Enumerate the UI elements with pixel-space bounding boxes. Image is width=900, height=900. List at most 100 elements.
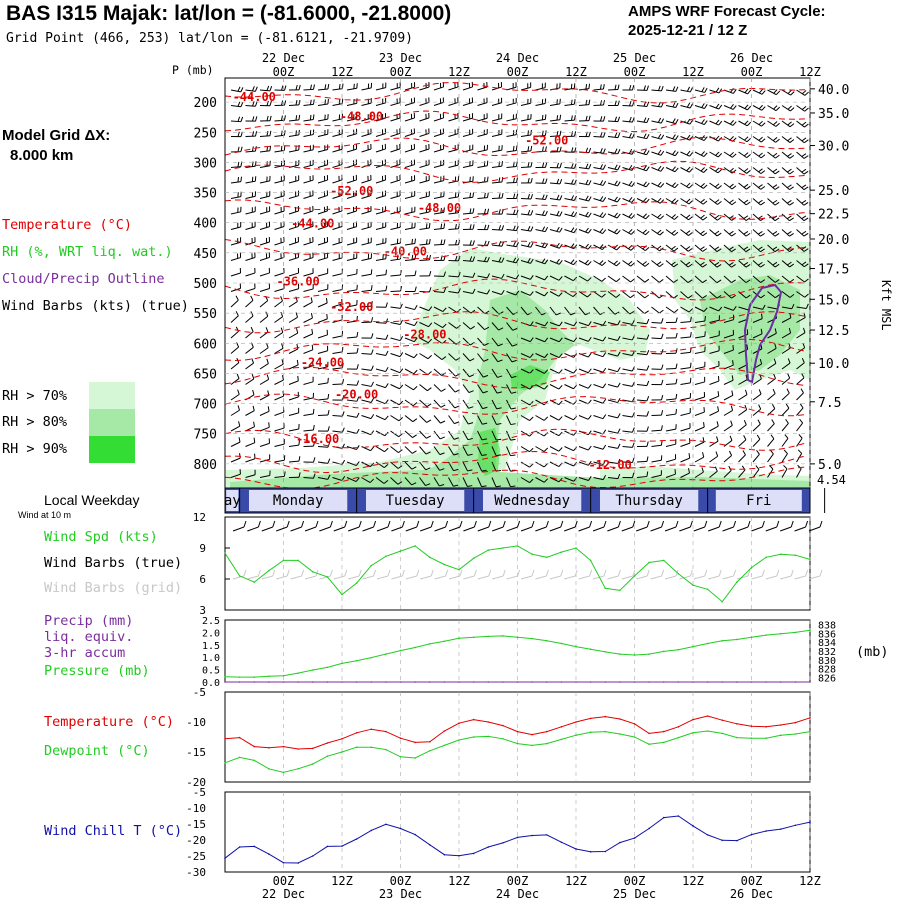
wind-barb-flag: [588, 460, 592, 466]
wind-barb-shaft: [317, 225, 328, 230]
pressure-unit: (mb): [856, 644, 889, 660]
wind-barb-flag: [516, 209, 519, 215]
wind-barb-flag: [545, 178, 548, 184]
wind-barb-shaft: [303, 317, 313, 323]
wind-barb-shaft: [390, 477, 399, 485]
wind-barb-shaft: [230, 393, 240, 401]
sfc-barb-grid-flag: [517, 569, 521, 577]
wind-barb-shaft: [752, 120, 762, 127]
wind-barb-flag: [384, 399, 389, 404]
wind-barb-flag: [327, 426, 330, 432]
wind-barb-flag: [253, 421, 256, 427]
wind-barb-flag: [602, 414, 607, 419]
wind-barb-shaft: [230, 166, 242, 168]
pressure-series-point: [765, 634, 767, 636]
wind-speed-series-point: [443, 563, 446, 566]
wind-barb-shaft: [245, 211, 256, 215]
wind-barb-shaft: [433, 148, 444, 153]
wind-barb-flag: [369, 478, 375, 483]
wind-barb-shaft: [752, 275, 761, 283]
isotherm-label: -32.00: [330, 300, 373, 314]
wind-barb-shaft: [259, 458, 270, 463]
wind-barb-flag: [399, 368, 404, 374]
wind-barb-flag: [559, 114, 562, 120]
wind-barb-shaft: [303, 103, 314, 106]
wind-barb-shaft: [665, 275, 674, 283]
wind-barb-shaft: [622, 198, 632, 203]
wind-barb-shaft: [796, 167, 805, 175]
wind-barb-shaft: [477, 477, 483, 487]
wind-barb-shaft: [259, 378, 269, 385]
wind-speed-series-point: [399, 550, 402, 552]
wind-barb-flag: [674, 183, 679, 189]
sfc-barb-true: [304, 526, 317, 532]
wind-barb-flag: [671, 182, 676, 187]
wind-barb-shaft: [578, 260, 589, 266]
wind-barb-flag: [646, 456, 649, 462]
wind-barb-shaft: [680, 275, 689, 283]
sfc-barb-grid-flag: [574, 569, 578, 577]
wind-barb-shaft: [288, 316, 298, 323]
wind-barb-shaft: [796, 306, 807, 309]
wind-barb-flag: [787, 121, 792, 126]
wind-barb-shaft: [636, 306, 645, 314]
wind-barb-flag: [630, 246, 635, 251]
wind-barb-flag: [585, 147, 589, 153]
wind-barb-flag: [584, 259, 589, 265]
sfc-barb-true-flag: [473, 520, 477, 528]
wind-barb-shaft: [535, 322, 546, 327]
sfc-barb-true: [247, 526, 259, 532]
wind-barb-shaft: [651, 429, 662, 432]
wind-barb-flag: [714, 246, 720, 251]
wind-barb-flag: [700, 230, 705, 235]
wind-barb-shaft: [390, 102, 401, 106]
wind-barb-flag: [530, 242, 534, 248]
temperature-series-point: [750, 725, 753, 727]
sfc-barb-true-flag: [401, 520, 405, 528]
wind-barb-flag: [425, 239, 428, 245]
wind-barb-shaft: [811, 199, 818, 206]
wind-barb-flag: [527, 257, 531, 263]
wind-barb-flag: [818, 313, 819, 318]
wind-barb-flag: [467, 485, 473, 487]
wind-barb-flag: [455, 357, 461, 361]
wind-barb-shaft: [694, 291, 703, 299]
precip-series-point: [311, 681, 314, 683]
wind-barb-shaft: [332, 430, 343, 433]
wind-barb-flag: [816, 169, 820, 172]
wind-barb-flag: [544, 194, 548, 200]
wind-barb-flag: [673, 279, 679, 283]
sfc-barb-true: [564, 526, 576, 532]
wind-barb-shaft: [680, 351, 691, 354]
wind-barb-shaft: [419, 461, 427, 471]
wind-barb-shaft: [259, 165, 270, 168]
isotherm-line: [225, 160, 806, 183]
wind-barb-flag: [801, 121, 807, 126]
wind-barb-shaft: [738, 151, 748, 159]
wind-barb-flag: [789, 294, 795, 298]
wind-barb-shaft: [491, 415, 497, 425]
wind-barb-flag: [629, 84, 632, 91]
wind-barb-flag: [789, 278, 795, 283]
wind-barb-shaft: [375, 148, 386, 153]
precip-series-point: [238, 681, 241, 683]
wind-barb-shaft: [317, 461, 328, 464]
temperature-series-point: [399, 737, 402, 739]
wind-barb-flag: [646, 117, 650, 123]
wind-barb-shaft: [578, 322, 589, 327]
weekday-cell: [482, 490, 582, 511]
wind-chill-series-point: [472, 852, 475, 855]
wind-barb-flag: [237, 116, 241, 122]
wind-barb-shaft: [317, 103, 328, 106]
sfc-barb-true: [636, 526, 648, 532]
wind-barb-flag: [400, 286, 403, 292]
wind-barb-shaft: [477, 461, 483, 472]
wind-barb-flag: [498, 209, 501, 215]
wind-speed-series-point: [341, 593, 343, 596]
wind-barb-flag: [558, 292, 563, 297]
wind-barb-shaft: [361, 353, 372, 355]
wind-barb-flag: [715, 451, 719, 457]
legend-precip-sub1: liq. equiv.: [44, 629, 134, 645]
pressure-tick-label: 200: [194, 96, 217, 111]
wind-barb-flag: [342, 395, 345, 401]
